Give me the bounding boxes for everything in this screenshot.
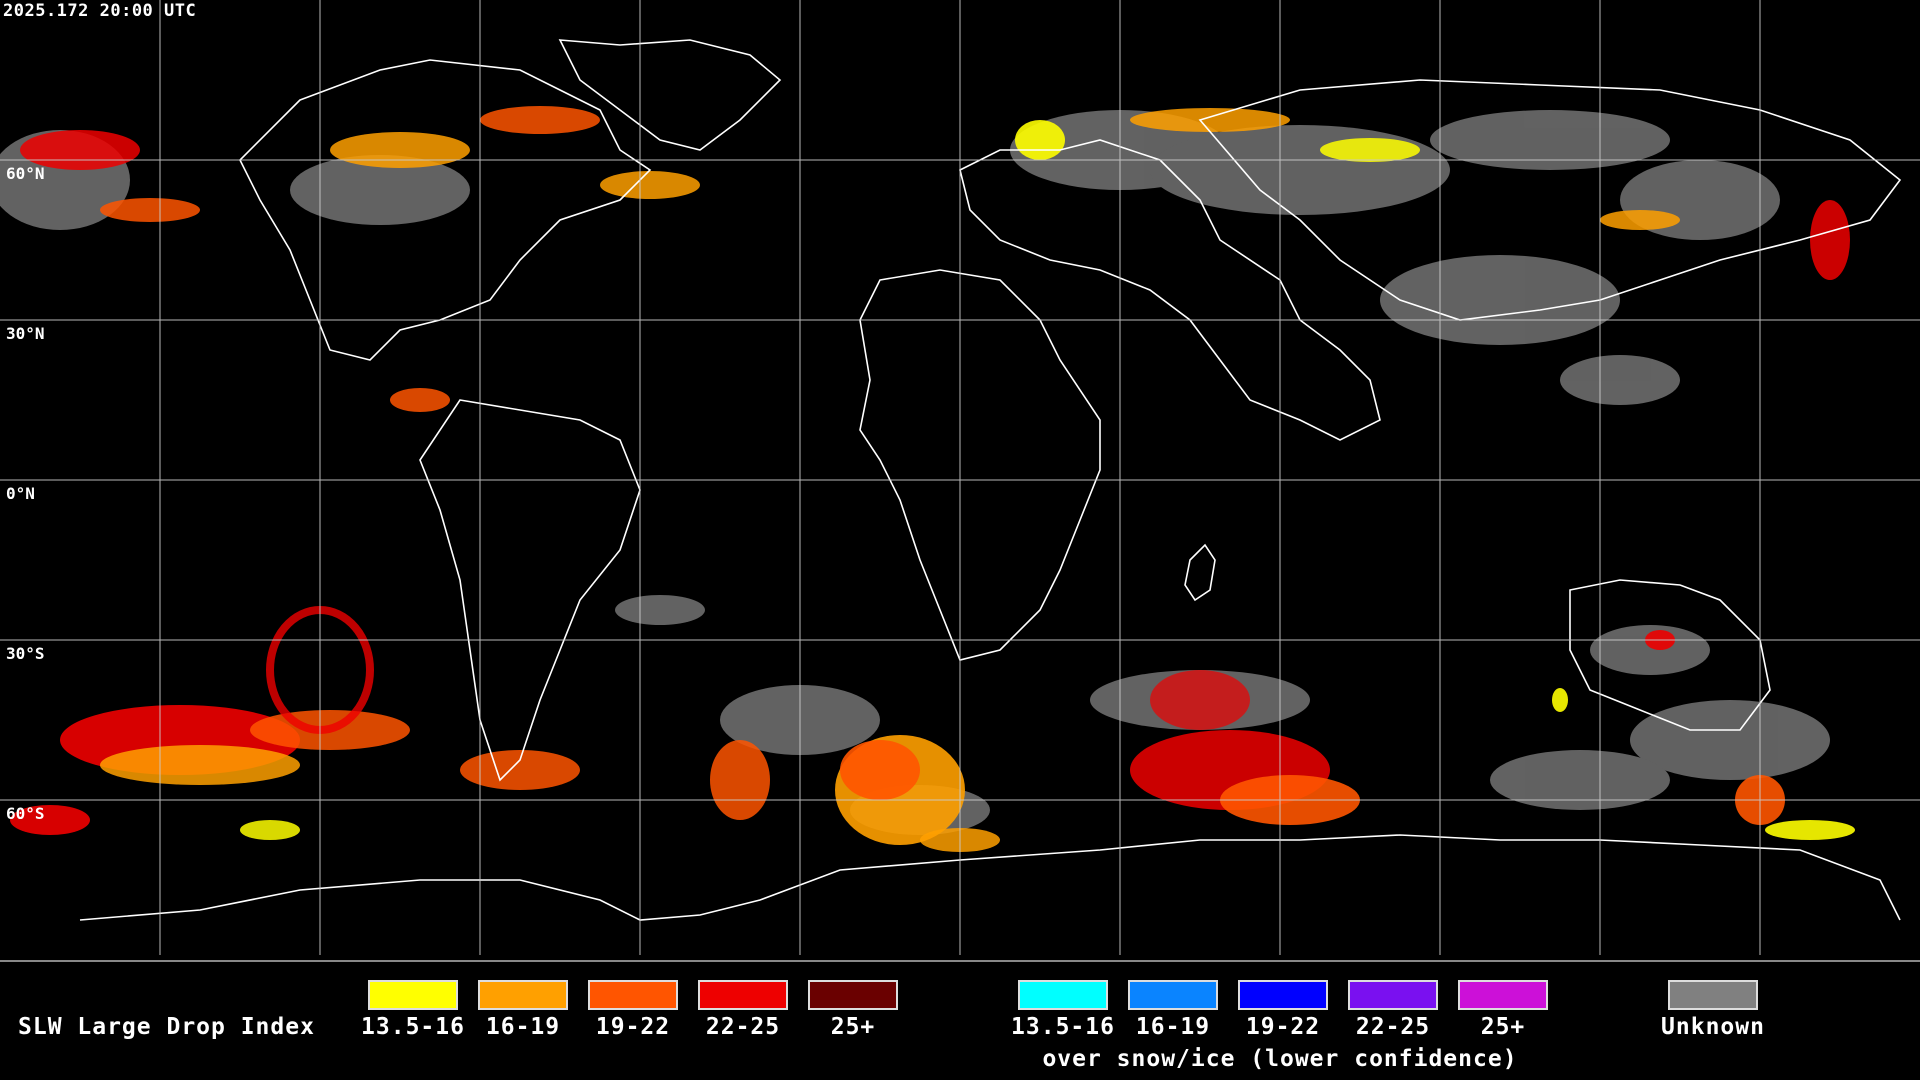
swatch-label: 16-19 [1135,1014,1211,1040]
swatch-13-16 [368,980,458,1010]
slw-index-regions [10,106,1855,852]
lat-label-0n: 0°N [6,484,35,503]
swatch-label: 13.5-16 [361,1014,465,1040]
swatch-label: 19-22 [1245,1014,1321,1040]
swatch-snow-22-25 [1348,980,1438,1010]
timestamp: 2025.172 20:00 UTC [3,1,197,21]
swatch-label: 16-19 [485,1014,561,1040]
snow-ice-note: over snow/ice (lower confidence) [1042,1046,1518,1072]
swatch-snow-25-plus [1458,980,1548,1010]
lat-label-60n: 60°N [6,164,45,183]
swatch-snow-13-16 [1018,980,1108,1010]
swatch-16-19 [478,980,568,1010]
swatch-22-25 [698,980,788,1010]
swatch-label: 25+ [1480,1014,1526,1040]
swatch-label: 22-25 [1355,1014,1431,1040]
graticule [0,0,1920,955]
lat-label-30s: 30°S [6,644,45,663]
swatch-unknown [1668,980,1758,1010]
swatch-label: 19-22 [595,1014,671,1040]
swatch-label: 13.5-16 [1011,1014,1115,1040]
lat-label-60s: 60°S [6,804,45,823]
color-legend: SLW Large Drop Index 13.5-16 16-19 19-22… [0,960,1920,1080]
swatch-snow-19-22 [1238,980,1328,1010]
legend-title: SLW Large Drop Index [18,1014,315,1040]
swatch-25-plus [808,980,898,1010]
swatch-snow-16-19 [1128,980,1218,1010]
swatch-label-unknown: Unknown [1661,1014,1765,1040]
swatch-label: 25+ [830,1014,876,1040]
swatch-19-22 [588,980,678,1010]
global-map [0,0,1920,955]
swatch-label: 22-25 [705,1014,781,1040]
lat-label-30n: 30°N [6,324,45,343]
